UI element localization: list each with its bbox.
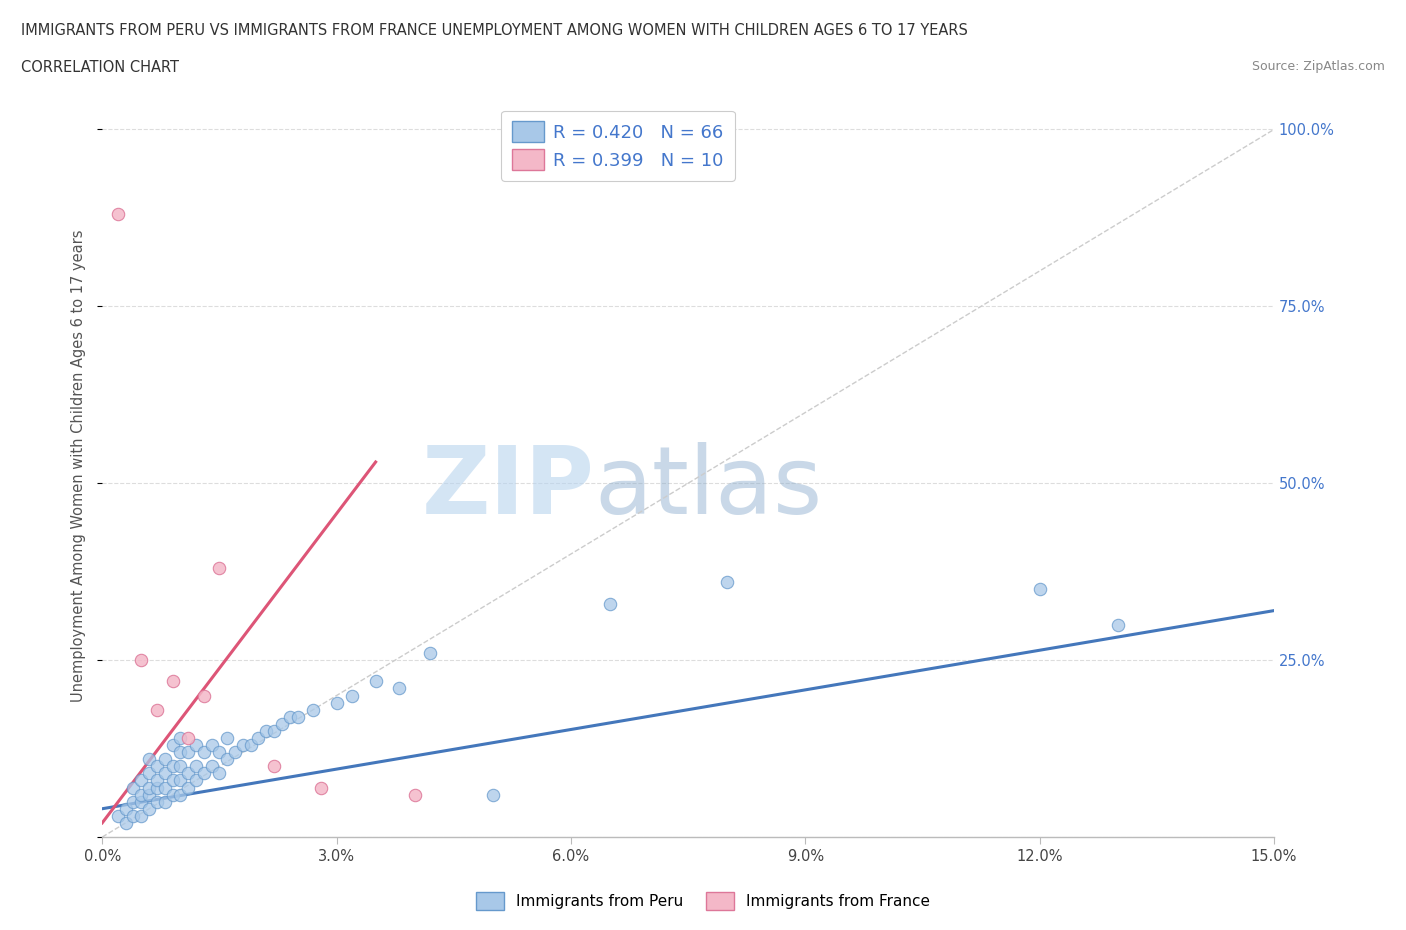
Point [153, 794, 176, 809]
Point [162, 759, 184, 774]
Point [1028, 582, 1050, 597]
Text: Source: ZipAtlas.com: Source: ZipAtlas.com [1251, 60, 1385, 73]
Point [224, 745, 246, 760]
Point [169, 787, 191, 802]
Point [263, 759, 285, 774]
Point [287, 710, 309, 724]
Point [169, 731, 191, 746]
Point [169, 759, 191, 774]
Point [129, 787, 152, 802]
Point [599, 596, 621, 611]
Point [200, 759, 222, 774]
Point [114, 816, 136, 830]
Text: IMMIGRANTS FROM PERU VS IMMIGRANTS FROM FRANCE UNEMPLOYMENT AMONG WOMEN WITH CHI: IMMIGRANTS FROM PERU VS IMMIGRANTS FROM … [21, 23, 967, 38]
Point [129, 773, 152, 788]
Legend: R = 0.420   N = 66, R = 0.399   N = 10: R = 0.420 N = 66, R = 0.399 N = 10 [501, 111, 734, 181]
Legend: Immigrants from Peru, Immigrants from France: Immigrants from Peru, Immigrants from Fr… [468, 884, 938, 918]
Point [138, 802, 160, 817]
Point [146, 759, 169, 774]
Point [232, 737, 254, 752]
Text: CORRELATION CHART: CORRELATION CHART [21, 60, 179, 75]
Point [247, 731, 270, 746]
Point [263, 724, 285, 738]
Point [184, 737, 207, 752]
Point [177, 766, 200, 781]
Point [309, 780, 332, 795]
Point [278, 710, 301, 724]
Point [364, 674, 387, 689]
Point [193, 766, 215, 781]
Point [138, 751, 160, 766]
Point [138, 766, 160, 781]
Point [208, 766, 231, 781]
Point [138, 780, 160, 795]
Point [193, 688, 215, 703]
Point [153, 766, 176, 781]
Text: atlas: atlas [595, 442, 823, 534]
Point [200, 737, 222, 752]
Point [177, 731, 200, 746]
Point [169, 773, 191, 788]
Point [208, 745, 231, 760]
Point [162, 787, 184, 802]
Point [122, 794, 145, 809]
Point [129, 808, 152, 823]
Point [107, 206, 129, 221]
Point [217, 751, 239, 766]
Point [162, 737, 184, 752]
Point [138, 787, 160, 802]
Point [482, 787, 505, 802]
Point [193, 745, 215, 760]
Point [114, 802, 136, 817]
Point [177, 780, 200, 795]
Point [184, 759, 207, 774]
Point [302, 702, 325, 717]
Point [122, 780, 145, 795]
Point [208, 561, 231, 576]
Text: ZIP: ZIP [422, 442, 595, 534]
Point [146, 702, 169, 717]
Point [129, 794, 152, 809]
Point [169, 745, 191, 760]
Point [239, 737, 262, 752]
Point [146, 780, 169, 795]
Point [404, 787, 426, 802]
Point [340, 688, 363, 703]
Point [716, 575, 738, 590]
Point [153, 751, 176, 766]
Point [177, 745, 200, 760]
Point [1107, 618, 1129, 632]
Point [122, 808, 145, 823]
Point [217, 731, 239, 746]
Point [325, 695, 347, 710]
Point [270, 716, 292, 731]
Point [184, 773, 207, 788]
Point [162, 674, 184, 689]
Point [388, 681, 411, 696]
Point [146, 794, 169, 809]
Point [107, 808, 129, 823]
Point [146, 773, 169, 788]
Point [162, 773, 184, 788]
Point [419, 645, 441, 660]
Point [153, 780, 176, 795]
Point [129, 653, 152, 668]
Point [254, 724, 277, 738]
Y-axis label: Unemployment Among Women with Children Ages 6 to 17 years: Unemployment Among Women with Children A… [72, 230, 86, 702]
